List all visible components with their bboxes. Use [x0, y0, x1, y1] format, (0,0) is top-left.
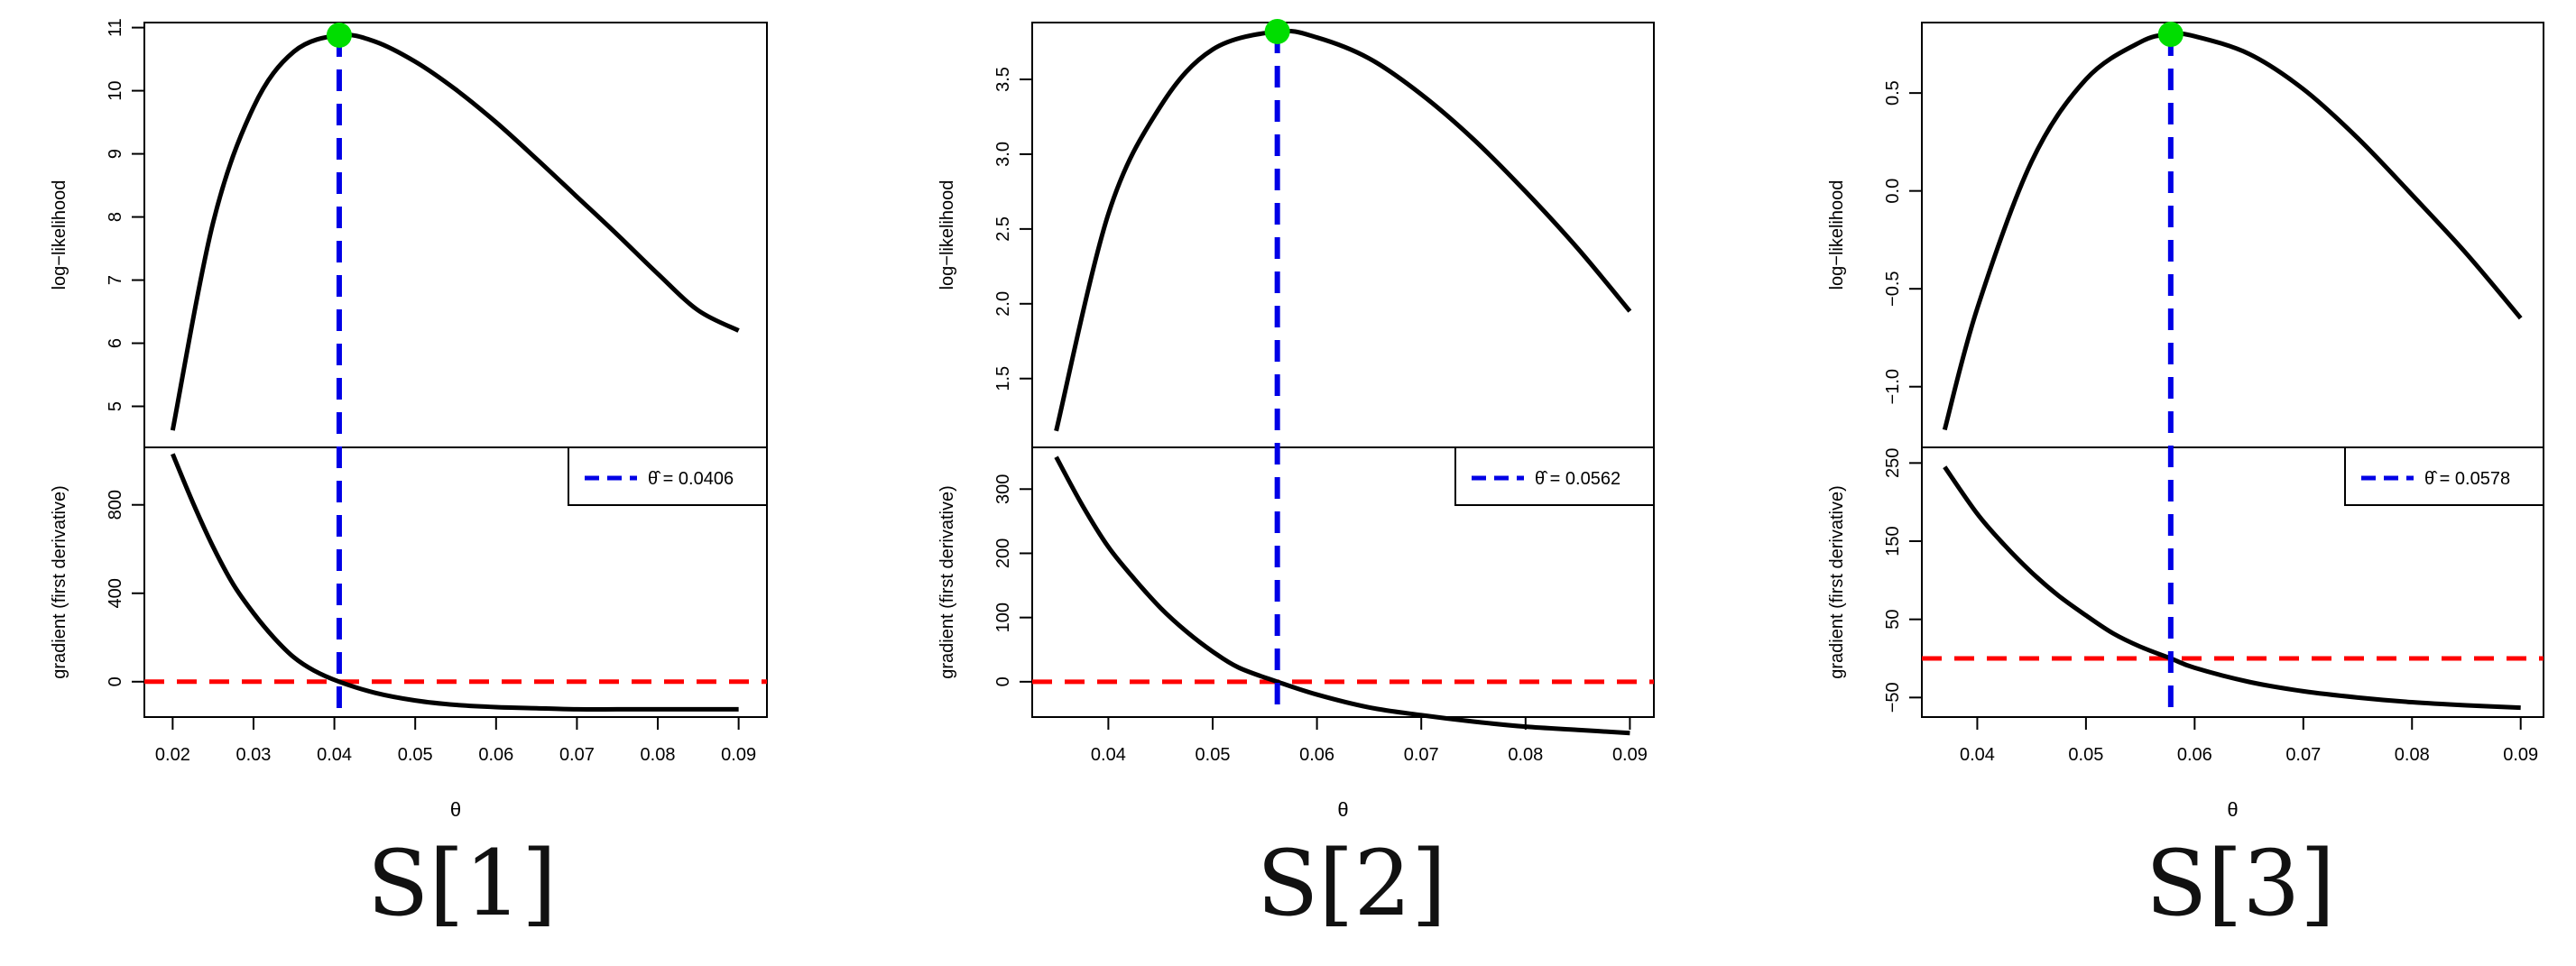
x-tick-label: 0.07 [2285, 745, 2321, 765]
maximum-point [326, 22, 352, 48]
top-y-tick-label: 1.5 [993, 366, 1013, 391]
x-tick-label: 0.05 [398, 745, 433, 765]
bottom-plot-frame [1921, 446, 2544, 718]
top-y-tick-label: 8 [106, 212, 125, 222]
chart-panel-1: 5 6 7 8 9 10 11 0 400 800 0.02 0.03 0.04 0.05 0.06 0.07… [50, 18, 768, 821]
x-tick-label: 0.04 [1960, 745, 1995, 765]
bottom-y-tick-label: 100 [993, 603, 1013, 632]
x-axis-label: θ [1337, 798, 1348, 821]
legend-box [568, 446, 768, 506]
chart-panel-2: 1.5 2.0 2.5 3.0 3.5 0 100 200 300 0.04 0.05 0.06 0.0… [937, 18, 1655, 821]
log-likelihood-curve [1054, 28, 1632, 432]
bottom-y-tick-label: 400 [106, 578, 125, 608]
panel-caption-1: S[1] [366, 831, 558, 936]
x-tick-label: 0.08 [2395, 745, 2430, 765]
panel-caption-3: S[3] [2145, 831, 2336, 936]
legend: θ̂ = 0.0578 [2344, 446, 2544, 506]
chart-panel-3: −1.0 −0.5 0.0 0.5 −50 50 150 250 0.04 0.05 0.06 0.0… [1827, 22, 2544, 821]
legend: θ̂ = 0.0406 [568, 446, 768, 506]
top-y-tick-label: −1.0 [1883, 369, 1903, 404]
bottom-y-axis-label: gradient (first derivative) [1827, 485, 1847, 679]
panel-caption-2: S[2] [1256, 831, 1447, 936]
top-y-tick-label: 9 [106, 149, 125, 159]
top-y-axis-label: log−likelihood [50, 180, 69, 290]
top-y-tick-label: 3.0 [993, 142, 1013, 167]
top-plot-frame [1031, 22, 1655, 448]
x-tick-label: 0.09 [1612, 745, 1648, 765]
x-tick-label: 0.07 [559, 745, 595, 765]
top-y-axis-label: log−likelihood [937, 180, 957, 290]
legend-box [2344, 446, 2544, 506]
x-tick-label: 0.06 [1299, 745, 1334, 765]
bottom-y-axis-label: gradient (first derivative) [50, 485, 69, 679]
top-y-tick-label: 0.5 [1883, 80, 1903, 106]
bottom-y-tick-label: −50 [1883, 682, 1903, 713]
top-y-tick-label: 10 [106, 80, 125, 100]
legend-box [1454, 446, 1655, 506]
bottom-y-tick-label: 150 [1883, 526, 1903, 556]
gradient-curve [1943, 465, 2521, 711]
x-axis-label: θ [450, 798, 461, 821]
gradient-curve [1054, 455, 1630, 736]
x-tick-label: 0.08 [641, 745, 676, 765]
x-tick-label: 0.04 [317, 745, 352, 765]
top-plot-frame [143, 22, 768, 448]
top-y-tick-label: 7 [106, 275, 125, 285]
log-likelihood-curve [1942, 31, 2523, 431]
gradient-curve [171, 453, 739, 713]
legend-label: θ̂ = 0.0562 [1535, 469, 1620, 489]
top-y-tick-label: −0.5 [1883, 271, 1903, 306]
bottom-y-tick-label: 250 [1883, 448, 1903, 478]
bottom-y-tick-label: 0 [993, 676, 1013, 686]
x-tick-label: 0.09 [721, 745, 756, 765]
top-y-tick-label: 11 [106, 18, 125, 37]
x-tick-label: 0.05 [1196, 745, 1231, 765]
top-y-tick-label: 6 [106, 338, 125, 348]
top-y-tick-label: 2.0 [993, 291, 1013, 317]
top-y-axis-label: log−likelihood [1827, 180, 1847, 290]
bottom-y-tick-label: 50 [1883, 610, 1903, 630]
legend-label: θ̂ = 0.0406 [648, 469, 734, 489]
maximum-point [2157, 22, 2184, 48]
bottom-y-tick-label: 800 [106, 490, 125, 520]
bottom-y-tick-label: 200 [993, 538, 1013, 568]
bottom-plot-frame [143, 446, 768, 718]
bottom-y-tick-label: 0 [106, 676, 125, 686]
x-tick-label: 0.08 [1508, 745, 1543, 765]
legend: θ̂ = 0.0562 [1454, 446, 1655, 506]
x-tick-label: 0.04 [1091, 745, 1126, 765]
bottom-plot-frame [1031, 446, 1655, 718]
x-tick-label: 0.09 [2503, 745, 2538, 765]
x-tick-label: 0.02 [155, 745, 190, 765]
top-y-tick-label: 3.5 [993, 67, 1013, 92]
x-axis-label: θ [2227, 798, 2238, 821]
x-tick-label: 0.06 [478, 745, 513, 765]
top-y-tick-label: 0.0 [1883, 179, 1903, 204]
x-tick-label: 0.07 [1404, 745, 1439, 765]
x-tick-label: 0.05 [2068, 745, 2103, 765]
x-tick-label: 0.06 [2177, 745, 2212, 765]
bottom-y-axis-label: gradient (first derivative) [937, 485, 957, 679]
log-likelihood-curve [170, 32, 740, 431]
bottom-y-tick-label: 300 [993, 474, 1013, 504]
top-y-tick-label: 2.5 [993, 216, 1013, 242]
x-tick-label: 0.03 [236, 745, 272, 765]
legend-label: θ̂ = 0.0578 [2424, 469, 2510, 489]
top-y-tick-label: 5 [106, 401, 125, 411]
maximum-point [1264, 18, 1290, 44]
